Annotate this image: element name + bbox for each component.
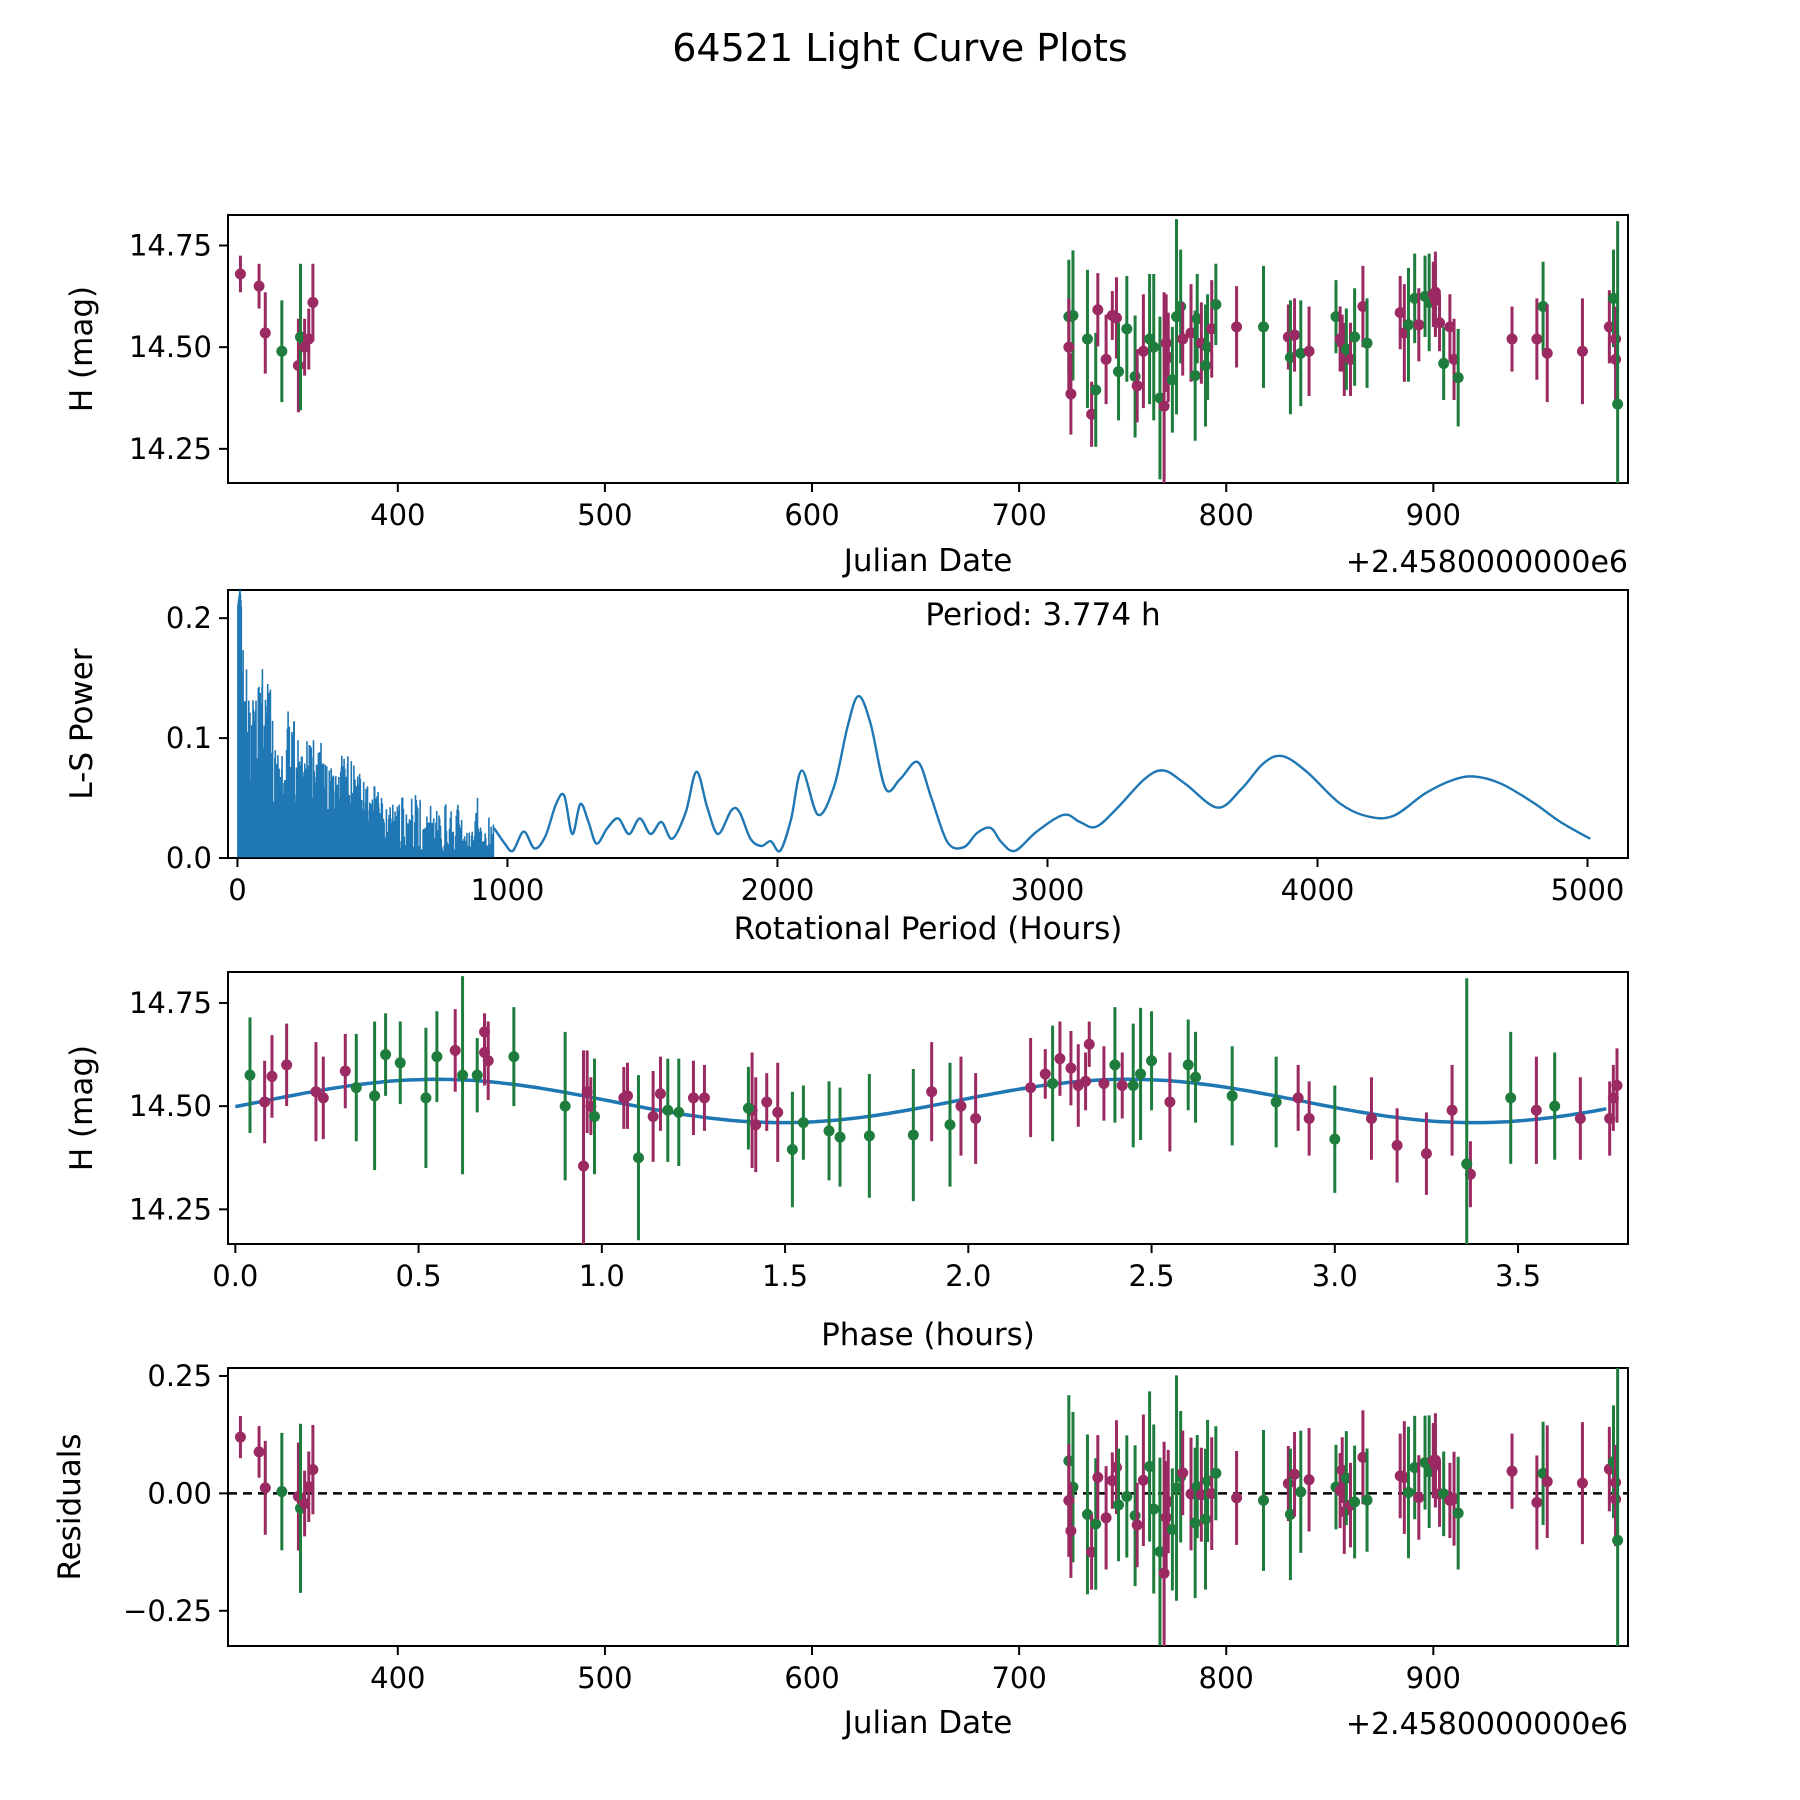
svg-text:3.5: 3.5 xyxy=(1495,1259,1541,1293)
svg-text:600: 600 xyxy=(784,498,839,532)
svg-text:2.5: 2.5 xyxy=(1128,1259,1174,1293)
svg-text:5000: 5000 xyxy=(1551,873,1625,907)
svg-text:3000: 3000 xyxy=(1011,873,1085,907)
periodogram-ylabel: L-S Power xyxy=(64,648,100,800)
svg-text:1000: 1000 xyxy=(471,873,545,907)
svg-text:0.0: 0.0 xyxy=(212,1259,258,1293)
svg-text:900: 900 xyxy=(1406,1661,1461,1695)
svg-text:14.75: 14.75 xyxy=(129,229,212,263)
periodogram-xlabel: Rotational Period (Hours) xyxy=(733,911,1123,947)
svg-text:500: 500 xyxy=(577,1661,632,1695)
periodogram-line xyxy=(237,590,1591,858)
phase-xlabel: Phase (hours) xyxy=(821,1317,1035,1353)
phased-light-curve-axes: 0.0 0.5 1.0 1.5 2.0 2.5 3.0 3.5 14.25 14.50 14.75 xyxy=(129,971,1629,1293)
svg-text:0.00: 0.00 xyxy=(147,1476,212,1510)
svg-text:900: 900 xyxy=(1406,498,1461,532)
svg-text:14.75: 14.75 xyxy=(129,986,212,1020)
svg-text:14.50: 14.50 xyxy=(129,330,212,364)
phase-ylabel: H (mag) xyxy=(64,1044,100,1172)
svg-text:14.25: 14.25 xyxy=(129,1192,212,1226)
svg-text:0.2: 0.2 xyxy=(166,601,212,635)
figure-title: 64521 Light Curve Plots xyxy=(672,26,1128,70)
lightcurve-xlabel: Julian Date xyxy=(843,543,1013,579)
residuals-ylabel: Residuals xyxy=(52,1433,88,1581)
svg-text:1.5: 1.5 xyxy=(762,1259,808,1293)
svg-text:2000: 2000 xyxy=(741,873,815,907)
light-curve-axes: 400 500 600 700 800 900 14.25 14.50 14.75 xyxy=(129,214,1629,532)
phased-series xyxy=(244,976,1623,1244)
svg-text:14.50: 14.50 xyxy=(129,1089,212,1123)
svg-text:14.25: 14.25 xyxy=(129,432,212,466)
lightcurve-axis-offset: +2.4580000000e6 xyxy=(1345,545,1628,580)
model-fit-curve xyxy=(234,1077,1607,1125)
svg-text:500: 500 xyxy=(577,498,632,532)
svg-text:0.5: 0.5 xyxy=(396,1259,442,1293)
residuals-axes: 400 500 600 700 800 900 −0.25 0.00 0.25 xyxy=(123,1359,1629,1695)
lightcurve-ylabel: H (mag) xyxy=(64,285,100,413)
svg-text:700: 700 xyxy=(991,498,1046,532)
svg-text:800: 800 xyxy=(1199,1661,1254,1695)
residuals-xlabel: Julian Date xyxy=(843,1705,1013,1741)
lightcurve-series xyxy=(234,219,1624,483)
svg-text:600: 600 xyxy=(784,1661,839,1695)
svg-text:1.0: 1.0 xyxy=(579,1259,625,1293)
svg-text:0.25: 0.25 xyxy=(147,1359,212,1393)
best-period-annotation: Period: 3.774 h xyxy=(925,597,1161,633)
svg-text:2.0: 2.0 xyxy=(945,1259,991,1293)
svg-text:0.0: 0.0 xyxy=(166,841,212,875)
residuals-axis-offset: +2.4580000000e6 xyxy=(1345,1707,1628,1742)
svg-text:700: 700 xyxy=(991,1661,1046,1695)
svg-text:400: 400 xyxy=(370,498,425,532)
svg-text:4000: 4000 xyxy=(1281,873,1355,907)
residual-series xyxy=(234,1368,1624,1646)
svg-text:0: 0 xyxy=(228,873,246,907)
svg-text:0.1: 0.1 xyxy=(166,721,212,755)
svg-text:3.0: 3.0 xyxy=(1312,1259,1358,1293)
svg-text:−0.25: −0.25 xyxy=(123,1594,212,1628)
svg-text:400: 400 xyxy=(370,1661,425,1695)
svg-text:800: 800 xyxy=(1199,498,1254,532)
periodogram-axes: 0 1000 2000 3000 4000 5000 0.0 0.1 0.2 xyxy=(166,589,1629,907)
